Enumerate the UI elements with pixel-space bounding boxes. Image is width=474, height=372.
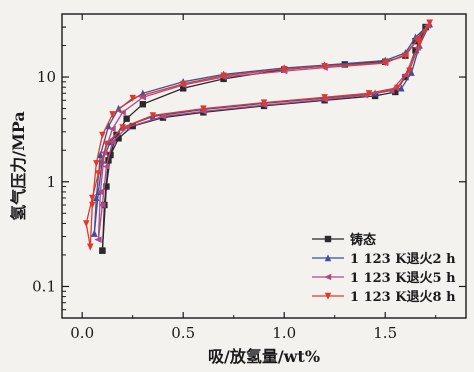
data-point (382, 59, 389, 67)
data-point (260, 99, 268, 107)
data-point (159, 113, 167, 120)
y-axis-ticks: 0.1 1 10 (32, 26, 466, 311)
legend-label: 1 123 K退火8 h (350, 290, 456, 305)
data-point (94, 236, 102, 243)
data-point (412, 47, 419, 54)
series-line-desorption (97, 25, 429, 240)
legend-label: 1 123 K退火2 h (350, 252, 456, 267)
legend-marker (324, 292, 332, 300)
data-point (107, 151, 114, 159)
x-tick-label: 1.0 (272, 324, 296, 342)
data-point (392, 88, 399, 96)
data-point (119, 124, 126, 132)
series-group (99, 23, 429, 254)
data-point (200, 105, 207, 113)
data-point (91, 229, 98, 237)
x-tick-label: 0.5 (171, 324, 195, 342)
legend-label: 1 123 K退火5 h (350, 271, 456, 286)
data-point (103, 140, 110, 148)
series-line-absorption (89, 22, 431, 247)
data-point (98, 201, 106, 209)
data-point (105, 122, 112, 130)
data-point (408, 68, 415, 76)
legend-marker (324, 254, 332, 262)
data-point (426, 19, 433, 27)
data-point (115, 135, 122, 142)
series-line-absorption (93, 23, 431, 234)
data-point (406, 67, 413, 75)
series-group (94, 22, 431, 243)
data-point (87, 243, 94, 251)
x-axis-title: 吸/放氢量/wt% (208, 347, 320, 366)
series-group (83, 19, 433, 251)
data-point (365, 90, 373, 98)
series-line-desorption (93, 23, 431, 234)
data-point (402, 52, 409, 60)
x-tick-label: 1.5 (373, 324, 397, 342)
data-point (102, 163, 110, 170)
data-point (321, 62, 328, 70)
data-point (220, 72, 227, 80)
data-point (180, 80, 187, 88)
data-point (414, 35, 421, 43)
legend: 铸态 1 123 K退火2 h 1 123 K退火5 h 1 123 K退火8 h (312, 232, 456, 305)
data-point (321, 94, 328, 102)
data-point (118, 109, 126, 116)
data-point (109, 111, 116, 119)
data-point (83, 220, 90, 228)
series-group (91, 20, 433, 237)
data-point (149, 112, 157, 120)
data-point (89, 194, 96, 202)
data-point (416, 40, 423, 48)
data-point (394, 84, 401, 92)
data-point (108, 138, 116, 146)
data-point (123, 115, 130, 122)
data-point (180, 85, 187, 92)
x-tick-label: 0.0 (70, 324, 94, 342)
data-point (281, 65, 288, 73)
data-point (108, 125, 116, 133)
x-axis-ticks: 0.0 0.5 1.0 1.5 (70, 14, 437, 342)
y-axis-title: 氢气压力/MPa (9, 111, 28, 221)
data-point (398, 84, 405, 92)
data-point (139, 94, 146, 101)
data-point (139, 101, 146, 108)
series-line-desorption (85, 22, 431, 247)
y-tick-label: 1 (46, 173, 56, 191)
legend-label: 铸态 (350, 232, 376, 248)
y-tick-label: 10 (37, 68, 56, 86)
series-line-absorption (97, 25, 429, 240)
data-point (129, 94, 136, 102)
data-point (93, 160, 100, 168)
data-point (99, 247, 106, 254)
data-point (99, 131, 106, 139)
data-point (97, 151, 104, 159)
data-point (103, 183, 110, 190)
data-point (95, 170, 102, 178)
y-tick-label: 0.1 (32, 277, 56, 295)
series-layer (83, 19, 433, 254)
data-point (96, 188, 104, 196)
legend-marker (324, 235, 332, 243)
plot-frame (61, 13, 467, 319)
legend-marker (324, 273, 332, 281)
